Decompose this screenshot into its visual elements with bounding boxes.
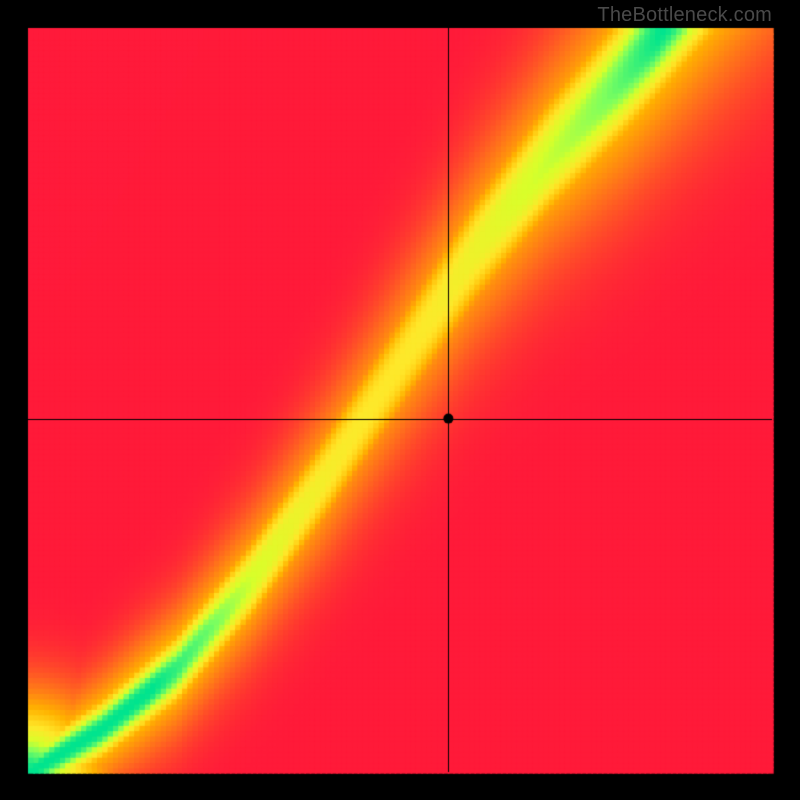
chart-wrapper: TheBottleneck.com bbox=[0, 0, 800, 800]
watermark-text: TheBottleneck.com bbox=[597, 4, 772, 27]
heatmap-canvas bbox=[0, 0, 800, 800]
